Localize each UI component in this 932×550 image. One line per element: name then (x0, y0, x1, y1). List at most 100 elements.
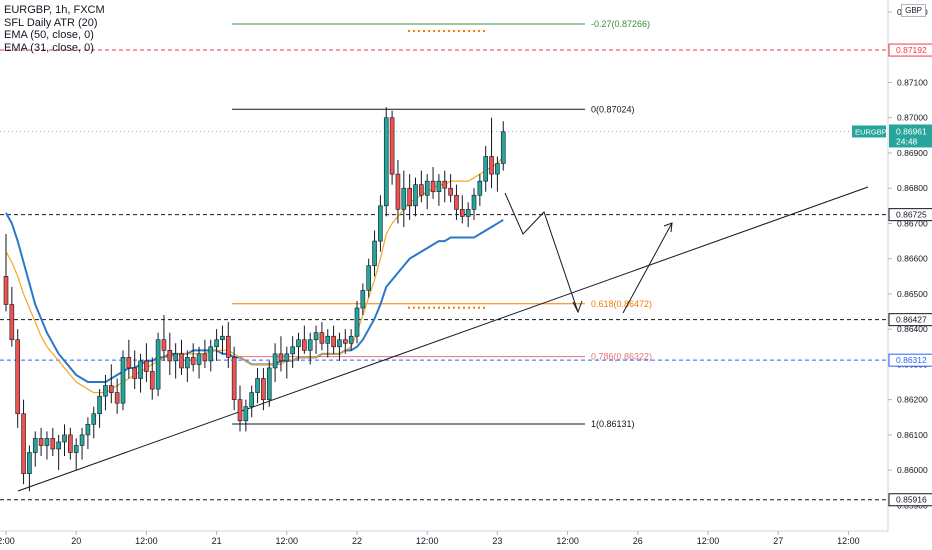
y-tick-label: 0.87100 (897, 77, 928, 87)
candle-body (120, 357, 126, 404)
y-tick-label: 0.86400 (897, 324, 928, 334)
candle-body (360, 290, 366, 309)
candle-body (56, 441, 61, 450)
candle-body (85, 424, 91, 436)
candle-body (161, 339, 167, 351)
level-price-label: 0.85916 (896, 495, 927, 505)
candle-body (97, 395, 102, 415)
currency-label[interactable]: GBP (901, 4, 926, 17)
candle-body (424, 180, 430, 196)
candle-body (436, 180, 442, 193)
candle-body (109, 385, 114, 393)
candle-body (483, 156, 489, 182)
level-price-label: 0.86427 (896, 315, 927, 325)
candle-body (296, 339, 301, 348)
candle-body (173, 353, 178, 362)
candle-body (44, 438, 50, 446)
indicator-ema31-label[interactable]: EMA (31, close, 0) (4, 41, 94, 54)
candle-body (103, 385, 108, 397)
fib-level-label: 1(0.86131) (591, 419, 635, 429)
candle-body (196, 353, 202, 365)
candle-body (32, 438, 38, 453)
y-tick-label: 0.86800 (897, 183, 928, 193)
candle-body (149, 371, 155, 390)
candle-body (471, 194, 477, 210)
candle-body (27, 452, 32, 474)
candle-body (307, 339, 313, 351)
candle-body (454, 194, 459, 210)
candle-body (419, 184, 424, 196)
candle-body (179, 353, 184, 369)
candle-body (68, 434, 73, 453)
current-price-value: 0.86961 (896, 126, 927, 136)
candle-body (319, 332, 325, 344)
candle-body (3, 276, 9, 305)
level-price-tag (888, 493, 932, 507)
projection-path (504, 192, 579, 313)
candle-body (62, 434, 67, 443)
chart-title[interactable]: EURGBP, 1h, FXCM (4, 4, 105, 16)
y-tick-label: 0.86100 (897, 430, 928, 440)
candle-body (73, 445, 79, 453)
candle-body (243, 406, 249, 422)
candle-body (284, 353, 290, 362)
x-tick-label: 12:00 (556, 536, 579, 546)
candle-body (313, 332, 319, 341)
current-price-tag (889, 124, 932, 148)
candle-body (114, 392, 120, 404)
candle-body (272, 353, 278, 369)
level-price-label: 0.86725 (896, 210, 927, 220)
level-price-label: 0.87192 (896, 45, 927, 55)
fib-level-label: 0(0.87024) (591, 104, 635, 114)
candle-body (249, 392, 254, 408)
candle-body (407, 187, 412, 207)
candle-body (465, 209, 471, 217)
x-tick-label: 21 (212, 536, 222, 546)
candle-body (378, 205, 383, 242)
candle-body (348, 335, 354, 344)
x-tick-label: 2:00 (0, 536, 15, 546)
candle-body (38, 438, 44, 446)
candle-body (430, 180, 436, 193)
candle-body (366, 265, 372, 291)
trend-line (17, 186, 869, 492)
candle-body (79, 434, 85, 446)
y-tick-label: 0.86200 (897, 395, 928, 405)
y-tick-label: 0.86600 (897, 254, 928, 264)
candle-body (237, 399, 243, 422)
candle-body (91, 413, 97, 425)
candle-body (50, 438, 56, 450)
candle-body (337, 339, 342, 348)
level-price-label: 0.86312 (896, 355, 927, 365)
y-tick-label: 0.86900 (897, 148, 928, 158)
candle-body (266, 367, 272, 400)
candle-body (395, 173, 401, 210)
candle-body (389, 117, 395, 175)
candle-body (459, 209, 465, 217)
projection-arrowhead (572, 300, 583, 314)
candle-body (220, 335, 225, 341)
x-tick-label: 23 (492, 536, 502, 546)
chart-legend: EURGBP, 1h, FXCM SFL Daily ATR (20) EMA … (4, 4, 105, 54)
symbol-badge-label: EURGBP (855, 127, 887, 136)
indicator-ema50-label[interactable]: EMA (50, close, 0) (4, 29, 94, 41)
fib-level-label: 0.786(0.86322) (591, 352, 652, 362)
bar-countdown: 24:48 (896, 136, 918, 146)
x-tick-label: 12:00 (416, 536, 439, 546)
candle-body (448, 187, 453, 196)
candle-body (138, 360, 143, 379)
candle-body (261, 378, 266, 400)
y-tick-label: 0.86500 (897, 289, 928, 299)
candle-body (214, 339, 219, 348)
candle-body (342, 339, 348, 344)
candle-body (401, 187, 407, 210)
projection-arrowhead (663, 222, 673, 233)
level-price-tag (888, 313, 932, 327)
candle-body (21, 413, 26, 474)
indicator-atr-label[interactable]: SFL Daily ATR (20) (4, 16, 98, 29)
x-tick-label: 22 (352, 536, 362, 546)
price-axis-panel (888, 0, 932, 550)
candle-body (354, 307, 360, 337)
candle-body (144, 360, 149, 372)
